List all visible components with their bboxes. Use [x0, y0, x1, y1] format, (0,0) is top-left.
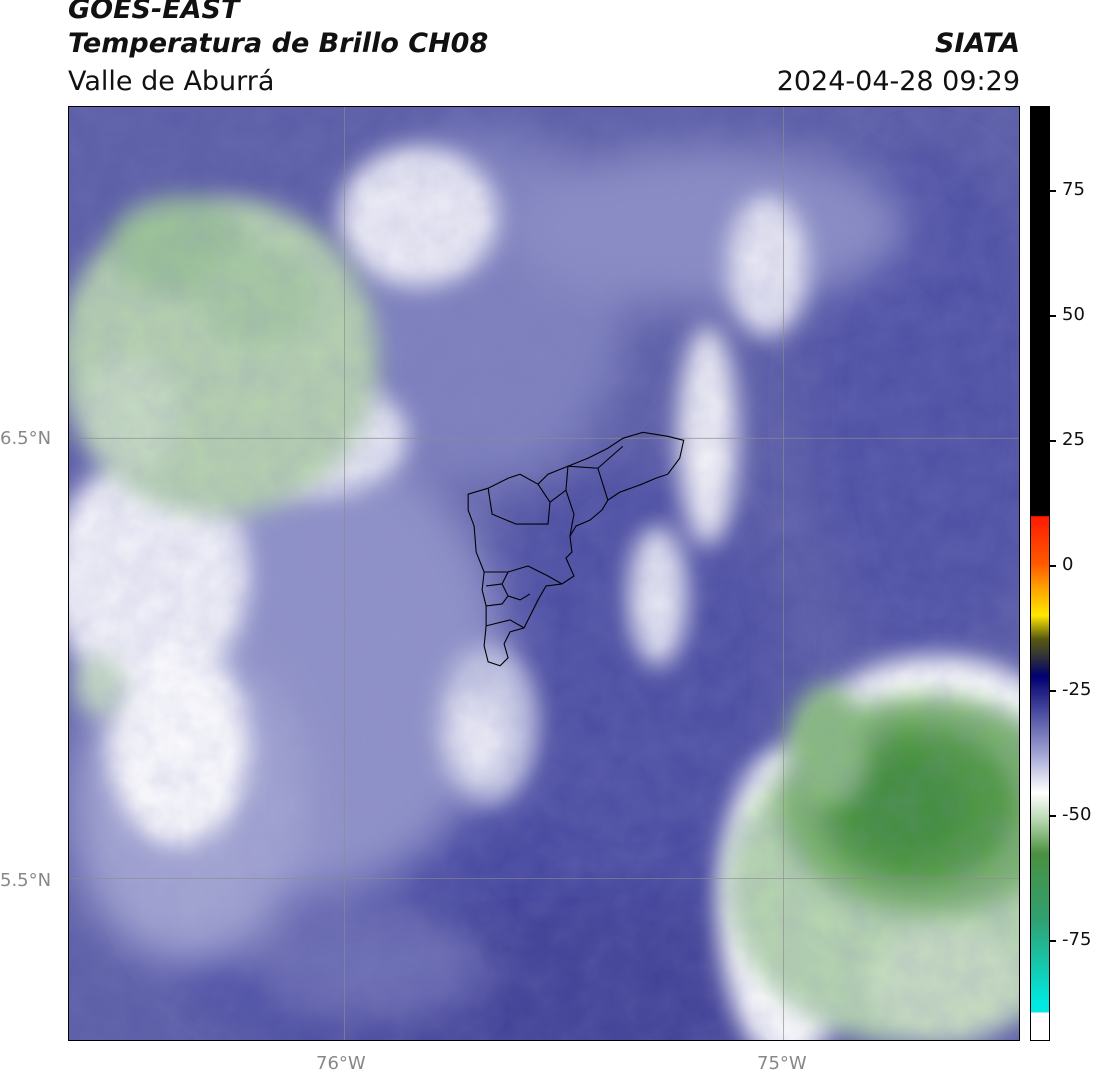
colorbar-tick-label: -25: [1062, 679, 1092, 700]
municipality-barbosa-west: [597, 445, 624, 469]
colorbar-tick-label: 25: [1062, 429, 1085, 450]
colorbar-tick: [1050, 565, 1056, 567]
municipality-bello: [487, 483, 551, 525]
lat-label-5-5: 5.5°N: [0, 870, 52, 891]
colorbar: [1030, 106, 1050, 1041]
timestamp-label: 2024-04-28 09:29: [776, 66, 1020, 97]
municipal-boundaries: [467, 431, 685, 667]
colorbar-tick: [1050, 190, 1056, 192]
colorbar-tick: [1050, 440, 1056, 442]
agency-label: SIATA: [934, 28, 1020, 59]
colorbar-tick: [1050, 315, 1056, 317]
municipality-caldas: [485, 619, 525, 629]
colorbar-tick-label: -75: [1062, 929, 1092, 950]
colorbar-tick-label: 75: [1062, 179, 1085, 200]
region-subtitle: Valle de Aburrá: [68, 66, 275, 97]
municipality-la-estrella: [486, 595, 509, 607]
satellite-title: GOES-EAST: [68, 0, 240, 25]
product-title: Temperatura de Brillo CH08: [68, 28, 489, 59]
municipality-envigado-west: [486, 583, 503, 587]
colorbar-tick: [1050, 940, 1056, 942]
colorbar-gradient: [1031, 107, 1049, 1040]
colorbar-tick-label: -50: [1062, 804, 1092, 825]
municipality-girardota-west: [565, 490, 575, 537]
lon-label-75: 75°W: [757, 1053, 807, 1074]
map-panel: [68, 106, 1020, 1041]
lon-label-76: 76°W: [316, 1053, 366, 1074]
municipality-itagui: [501, 571, 531, 601]
lat-label-6-5: 6.5°N: [0, 428, 52, 449]
colorbar-tick: [1050, 815, 1056, 817]
graticule: [69, 107, 1019, 1040]
brightness-temperature-field: [69, 107, 1019, 1040]
municipality-medellin-south: [484, 565, 563, 585]
colorbar-tick: [1050, 690, 1056, 692]
colorbar-tick-label: 50: [1062, 304, 1085, 325]
colorbar-tick-label: 0: [1062, 554, 1074, 575]
